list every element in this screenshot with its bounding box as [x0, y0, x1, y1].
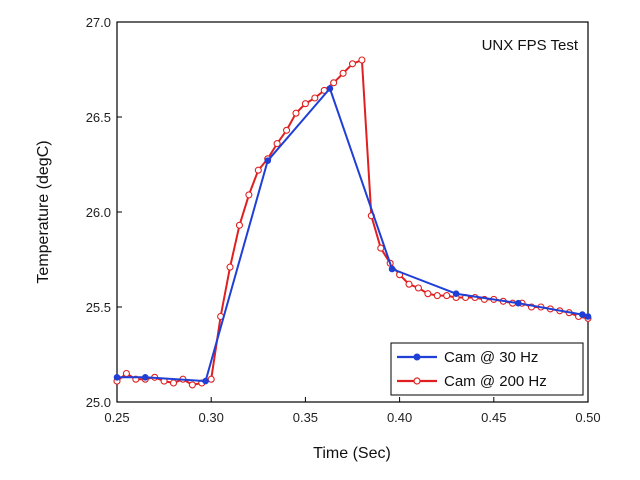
data-point-30hz: [452, 290, 460, 298]
data-point-200hz: [301, 100, 309, 108]
data-point-200hz: [433, 292, 441, 300]
legend-item-30hz: Cam @ 30 Hz: [397, 349, 538, 366]
x-tick-label: 0.50: [575, 410, 600, 425]
plot-frame: [116, 21, 589, 403]
data-point-200hz: [414, 284, 422, 292]
data-point-30hz: [113, 374, 121, 381]
y-tick-label: 27.0: [86, 15, 111, 30]
x-tick-label: 0.30: [199, 410, 224, 425]
y-axis-ticks: 25.0 25.5 26.0 26.5 27.0: [86, 15, 122, 410]
y-tick-label: 26.0: [86, 205, 111, 220]
x-tick-label: 0.25: [104, 410, 129, 425]
legend-item-200hz: Cam @ 200 Hz: [397, 373, 547, 390]
data-point-30hz: [584, 313, 592, 320]
data-point-200hz: [122, 369, 130, 378]
data-point-200hz: [207, 375, 215, 383]
y-tick-label: 26.5: [86, 110, 111, 125]
data-point-30hz: [388, 265, 396, 273]
data-point-200hz: [283, 126, 291, 134]
y-tick-label: 25.5: [86, 300, 111, 315]
data-point-200hz: [348, 60, 357, 68]
data-point-200hz: [339, 69, 347, 77]
x-tick-label: 0.45: [481, 410, 506, 425]
data-point-200hz: [254, 166, 262, 174]
data-point-200hz: [377, 244, 385, 252]
data-point-200hz: [405, 280, 413, 288]
data-point-200hz: [226, 263, 234, 271]
chart-annotation-title: UNX FPS Test: [482, 37, 579, 54]
data-point-200hz: [292, 109, 300, 117]
y-tick-label: 25.0: [86, 395, 111, 410]
data-point-200hz: [273, 140, 281, 148]
data-point-200hz: [424, 290, 432, 298]
legend-label-200hz: Cam @ 200 Hz: [444, 373, 547, 390]
series-layer: [113, 56, 592, 389]
x-axis-label: Time (Sec): [313, 445, 391, 462]
legend: Cam @ 30 Hz Cam @ 200 Hz: [390, 342, 584, 396]
x-tick-label: 0.35: [293, 410, 318, 425]
data-point-200hz: [245, 191, 253, 199]
y-axis-label: Temperature (degC): [35, 140, 52, 283]
series-30hz: [113, 85, 592, 385]
data-point-30hz: [264, 157, 272, 164]
legend-label-30hz: Cam @ 30 Hz: [444, 349, 538, 366]
data-point-30hz: [326, 85, 334, 92]
data-point-30hz: [514, 299, 522, 307]
data-point-200hz: [188, 381, 196, 389]
x-axis-ticks: 0.25 0.30 0.35 0.40 0.45 0.50: [104, 397, 601, 425]
data-point-30hz: [202, 377, 209, 385]
data-point-200hz: [443, 292, 451, 300]
data-point-200hz: [358, 56, 366, 64]
legend-marker-30hz: [413, 353, 421, 361]
data-point-200hz: [169, 379, 178, 387]
x-tick-label: 0.40: [387, 410, 412, 425]
data-point-200hz: [235, 221, 244, 229]
legend-box: [390, 342, 584, 396]
data-point-30hz: [141, 374, 149, 381]
series-line-30hz: [117, 87, 589, 383]
data-point-30hz: [579, 311, 586, 318]
legend-marker-200hz: [413, 377, 421, 385]
data-point-200hz: [311, 94, 319, 102]
data-point-200hz: [330, 79, 338, 87]
